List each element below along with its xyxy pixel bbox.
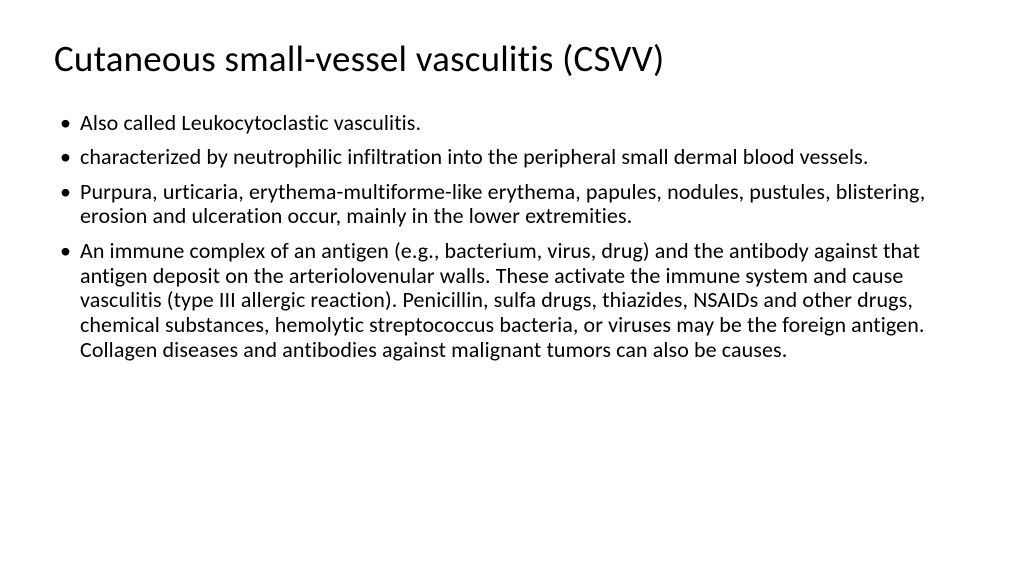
list-item: characterized by neutrophilic infiltrati…	[54, 145, 970, 170]
list-item: An immune complex of an antigen (e.g., b…	[54, 239, 970, 362]
list-item: Also called Leukocytoclastic vasculitis.	[54, 111, 970, 136]
slide: Cutaneous small-vessel vasculitis (CSVV)…	[0, 0, 1024, 576]
slide-title: Cutaneous small-vessel vasculitis (CSVV)	[54, 38, 970, 81]
list-item: Purpura, urticaria, erythema-multiforme-…	[54, 180, 970, 229]
bullet-list: Also called Leukocytoclastic vasculitis.…	[54, 111, 970, 363]
